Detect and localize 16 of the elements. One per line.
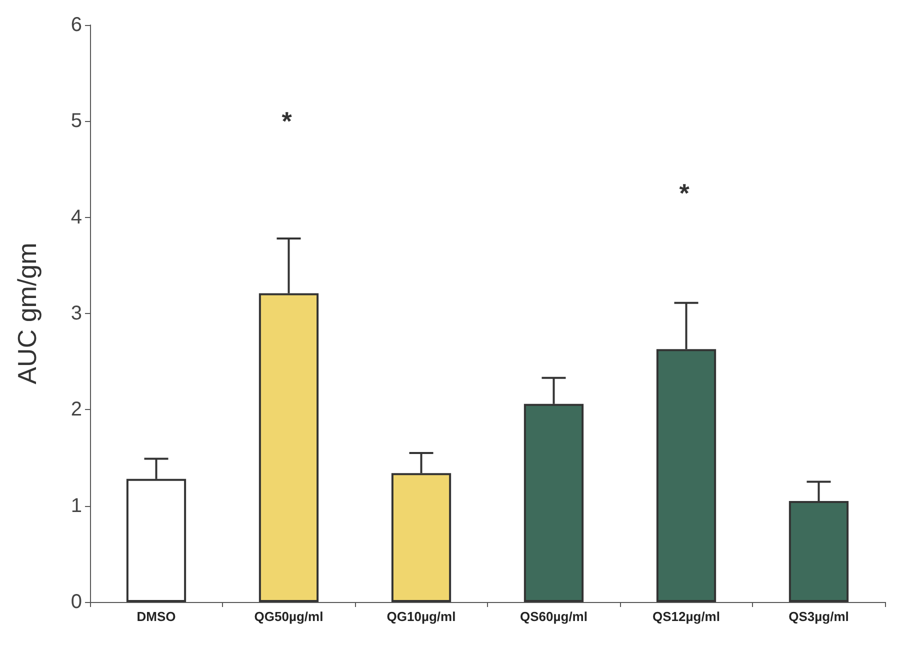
y-axis-title: AUC gm/gm — [12, 242, 42, 384]
y-tick-label: 0 — [70, 591, 82, 613]
x-tick-label: DMSO — [136, 609, 176, 624]
y-tick-label: 2 — [70, 398, 82, 421]
x-tick-label: QG50µg/ml — [254, 609, 324, 624]
y-tick-label: 4 — [70, 206, 82, 228]
x-tick-label: QS3µg/ml — [788, 609, 849, 624]
x-tick-label: QS12µg/ml — [652, 609, 720, 624]
x-tick-label: QS60µg/ml — [520, 609, 588, 624]
y-tick-label: 6 — [70, 14, 82, 36]
y-tick-label: 1 — [70, 494, 82, 517]
annotation: * — [679, 178, 690, 208]
annotation: * — [282, 106, 293, 136]
x-tick-label: QG10µg/ml — [386, 609, 456, 624]
y-tick-label: 5 — [70, 110, 82, 132]
y-tick-label: 3 — [70, 302, 82, 324]
